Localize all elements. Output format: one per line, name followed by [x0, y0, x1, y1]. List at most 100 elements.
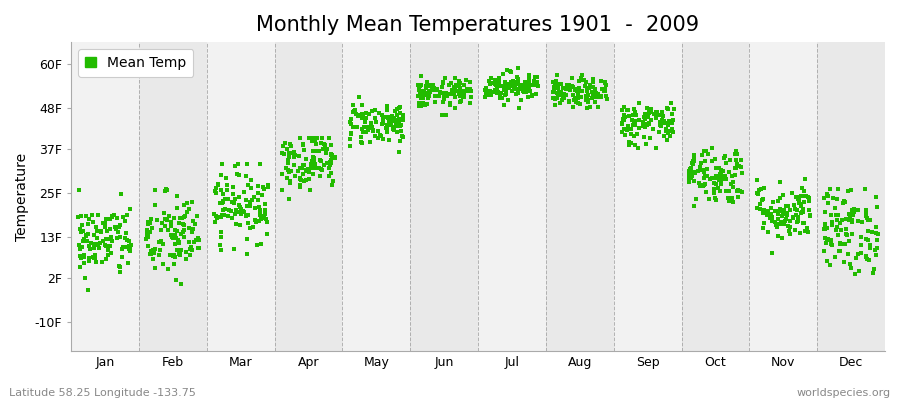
Point: [320, 159, 334, 166]
Point: [631, 145, 645, 151]
Point: [589, 92, 603, 98]
Point: [414, 95, 428, 102]
Point: [306, 148, 320, 154]
Point: [707, 156, 722, 162]
Point: [421, 92, 436, 99]
Point: [240, 212, 255, 218]
Point: [830, 224, 844, 230]
Point: [98, 220, 112, 226]
Point: [756, 224, 770, 231]
Point: [344, 115, 358, 122]
Point: [325, 154, 339, 160]
Point: [258, 211, 273, 217]
Point: [392, 149, 406, 156]
Point: [853, 250, 868, 256]
Point: [598, 88, 612, 94]
Point: [74, 212, 88, 219]
Point: [308, 160, 322, 167]
Point: [640, 120, 654, 127]
Point: [556, 91, 571, 98]
Point: [448, 105, 463, 112]
Point: [660, 120, 674, 126]
Point: [573, 93, 588, 100]
Point: [585, 88, 599, 95]
Point: [104, 234, 118, 240]
Point: [649, 144, 663, 151]
Point: [176, 222, 191, 228]
Bar: [139, 42, 207, 351]
Point: [490, 90, 504, 96]
Point: [616, 117, 631, 123]
Point: [726, 178, 741, 185]
Point: [362, 111, 376, 118]
Point: [184, 229, 199, 235]
Point: [328, 155, 343, 161]
Point: [234, 211, 248, 218]
Point: [99, 256, 113, 262]
Point: [396, 112, 410, 118]
Point: [493, 91, 508, 97]
Point: [706, 186, 721, 192]
Point: [346, 108, 361, 115]
Point: [392, 116, 406, 122]
Point: [284, 149, 298, 156]
Point: [354, 134, 368, 140]
Point: [173, 249, 187, 255]
Point: [140, 228, 154, 235]
Point: [860, 236, 874, 242]
Point: [77, 260, 92, 266]
Point: [281, 160, 295, 166]
Point: [302, 134, 316, 141]
Point: [228, 196, 242, 202]
Point: [367, 132, 382, 139]
Point: [448, 82, 463, 89]
Point: [763, 211, 778, 217]
Point: [684, 165, 698, 171]
Point: [643, 120, 657, 126]
Point: [74, 229, 88, 235]
Point: [422, 88, 436, 94]
Point: [296, 171, 310, 178]
Point: [554, 81, 568, 87]
Point: [638, 124, 652, 131]
Point: [157, 210, 171, 216]
Point: [166, 233, 180, 240]
Point: [752, 200, 767, 207]
Point: [837, 197, 851, 204]
Point: [346, 124, 360, 130]
Point: [771, 210, 786, 217]
Point: [501, 97, 516, 104]
Point: [141, 230, 156, 236]
Point: [616, 112, 631, 118]
Point: [594, 78, 608, 84]
Point: [438, 75, 453, 82]
Point: [579, 93, 593, 100]
Point: [760, 208, 774, 214]
Point: [321, 134, 336, 141]
Point: [567, 97, 581, 103]
Point: [166, 261, 181, 267]
Point: [308, 138, 322, 145]
Point: [166, 215, 181, 222]
Point: [511, 65, 526, 71]
Point: [389, 117, 403, 124]
Point: [72, 187, 86, 194]
Point: [191, 245, 205, 252]
Point: [842, 210, 856, 217]
Point: [636, 123, 651, 130]
Point: [510, 76, 525, 82]
Point: [280, 175, 294, 181]
Point: [240, 236, 255, 242]
Point: [577, 76, 591, 83]
Point: [346, 102, 360, 108]
Point: [308, 165, 322, 171]
Point: [491, 89, 505, 95]
Point: [373, 132, 387, 138]
Point: [280, 146, 294, 152]
Point: [81, 231, 95, 238]
Point: [457, 82, 472, 89]
Point: [240, 251, 255, 258]
Point: [709, 174, 724, 181]
Point: [504, 79, 518, 85]
Point: [796, 209, 810, 216]
